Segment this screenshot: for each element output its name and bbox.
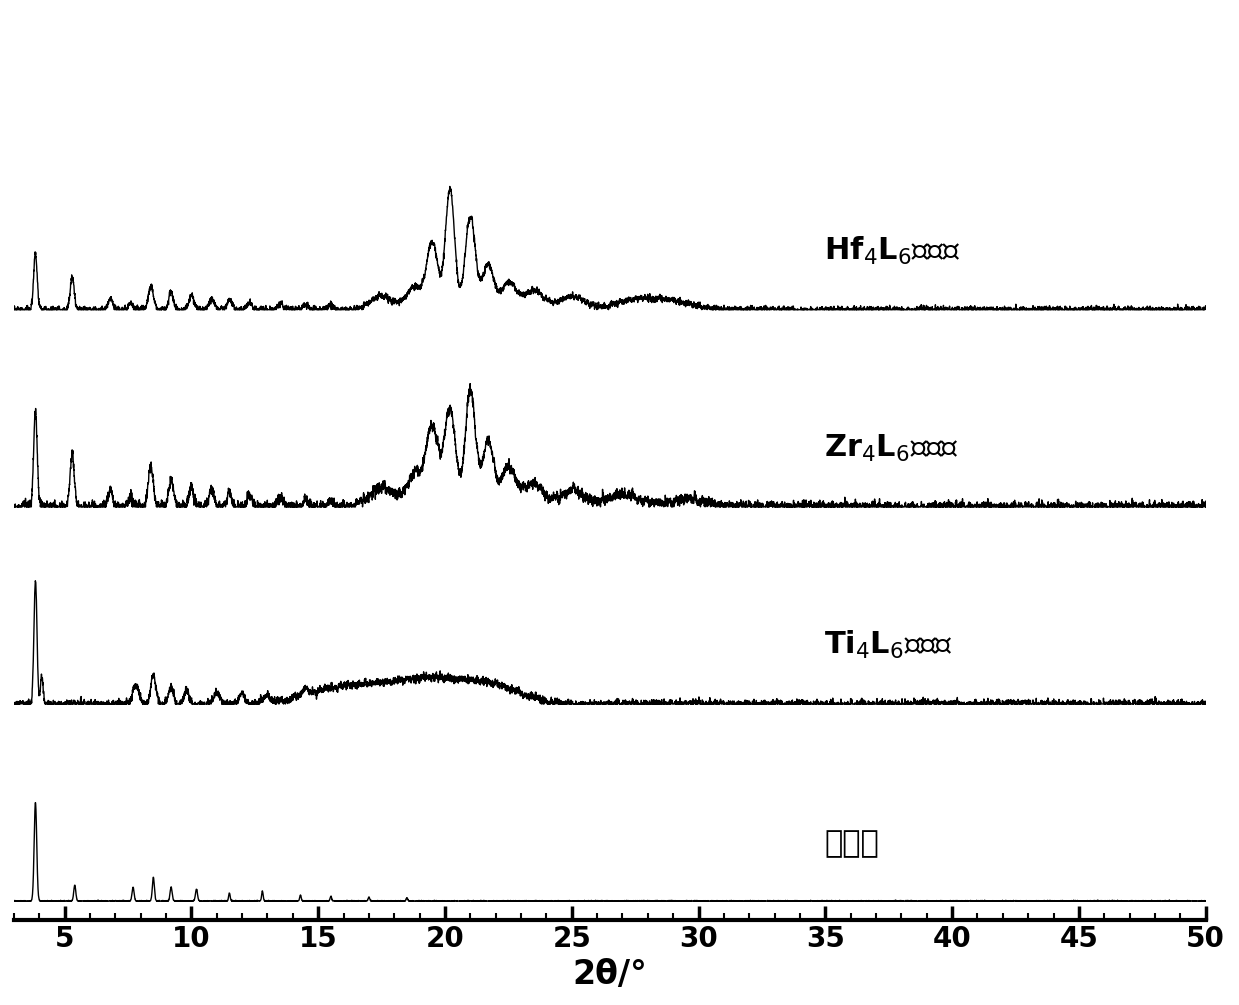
Text: Hf$_4$L$_6$实验值: Hf$_4$L$_6$实验值 (824, 234, 960, 266)
Text: Ti$_4$L$_6$实验值: Ti$_4$L$_6$实验值 (824, 629, 953, 661)
Text: 理论值: 理论值 (824, 829, 878, 858)
X-axis label: 2θ/°: 2θ/° (572, 958, 647, 991)
Text: Zr$_4$L$_6$实验值: Zr$_4$L$_6$实验值 (824, 432, 959, 463)
